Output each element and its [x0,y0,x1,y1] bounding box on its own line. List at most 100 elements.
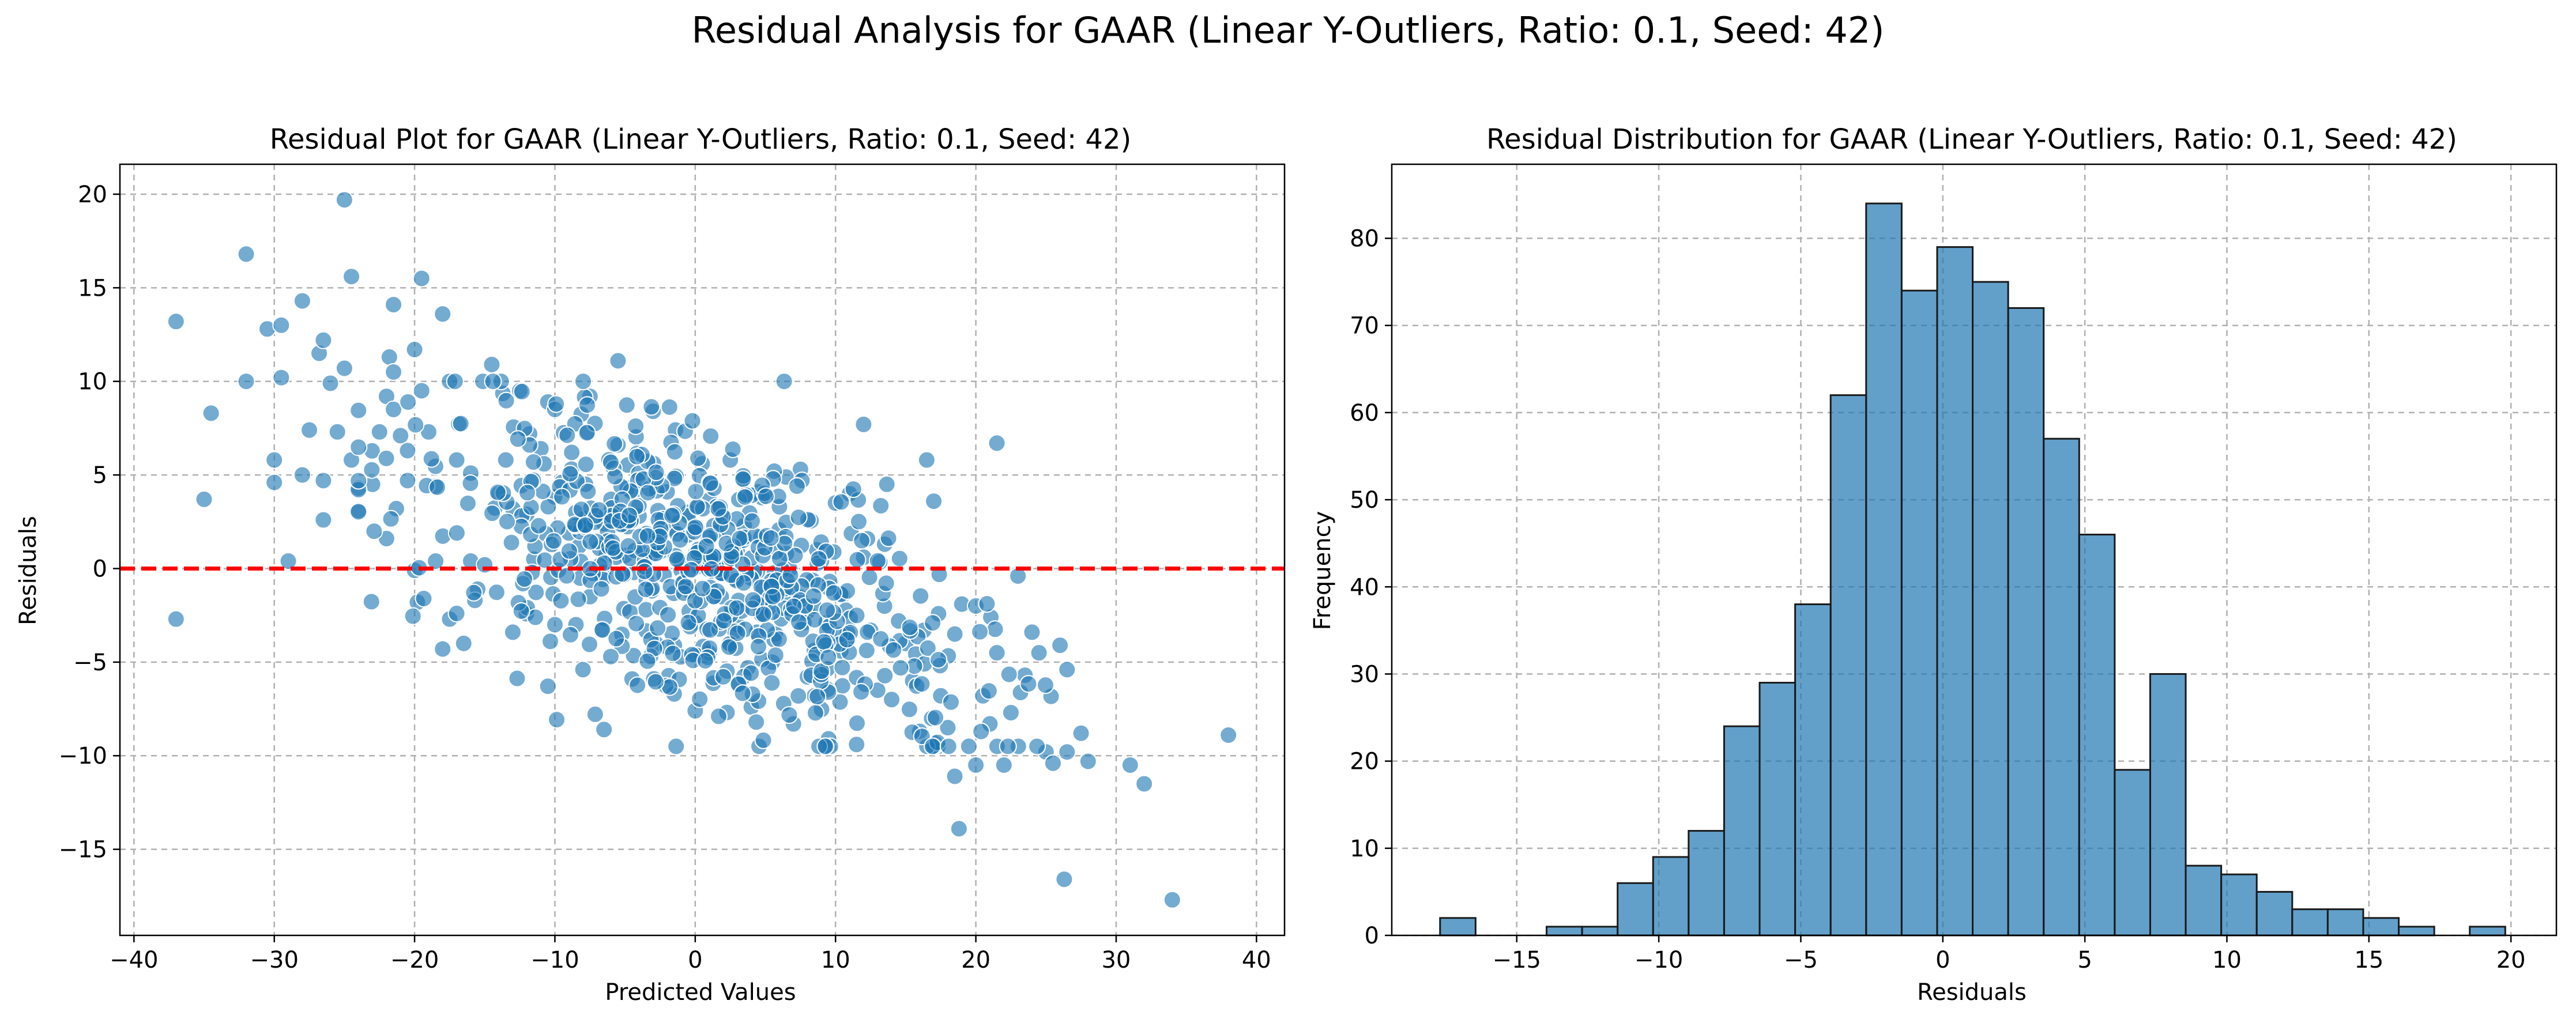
scatter-point [691,690,709,708]
scatter-point [1051,636,1069,655]
scatter-point [747,713,766,731]
y-tick-label: 30 [1350,661,1379,688]
scatter-point [483,504,502,523]
scatter-point [563,443,581,462]
scatter-point [513,382,531,401]
histogram-bar [2078,534,2116,937]
scatter-point [458,494,477,512]
scatter-point [1055,870,1074,889]
scatter-point [686,518,705,537]
scatter-point [385,400,403,418]
scatter-point [1135,775,1154,793]
x-tick-label: −10 [530,947,579,973]
scatter-point [553,488,571,506]
y-tick-label: 20 [78,182,107,208]
scatter-point [487,583,506,602]
scatter-point [912,587,930,605]
scatter-point [733,684,752,703]
scatter-point [730,529,749,548]
scatter-point [498,512,517,531]
scatter-point [815,633,833,651]
scatter-point [646,673,665,691]
scatter-point [715,611,733,630]
scatter-point [620,506,639,524]
scatter-point [1072,724,1090,742]
y-tick-label: 40 [1350,574,1379,601]
scatter-point [635,563,654,581]
scatter-point [335,359,353,378]
scatter-point [941,693,960,711]
scatter-point [404,607,422,625]
scatter-point [541,632,560,651]
scatter-point [415,589,433,607]
scatter-point [405,341,424,359]
scatter-point [265,451,284,469]
scatter-point [676,577,695,596]
scatter-point [663,507,681,525]
scatter-point [398,471,417,490]
scatter-point [809,550,828,568]
scatter-point [924,614,942,632]
scatter-point [756,487,775,505]
scatter-point [734,470,752,488]
scatter-point [454,634,473,652]
scatter-point [574,372,592,391]
histogram-bar [1652,856,1690,937]
scatter-point [595,720,613,739]
histogram-bar [1581,926,1619,937]
scatter-point [586,705,604,723]
histogram-bar [2255,890,2293,937]
scatter-point [687,482,705,501]
scatter-point [764,587,782,606]
scatter-point [750,637,768,656]
scatter-point [649,619,667,637]
scatter-point [385,296,403,314]
histogram-bar [1758,682,1797,937]
x-tick-label: 10 [2212,947,2242,973]
y-tick-label: 50 [1350,487,1379,514]
histogram-bar [2220,873,2258,937]
scatter-point [804,587,823,605]
scatter-point [349,471,368,490]
scatter-point [574,660,592,679]
y-tick-label: 10 [78,369,107,395]
scatter-point [901,618,919,636]
scatter-point [167,312,185,331]
scatter-point [972,722,991,741]
scatter-point [1121,756,1139,774]
scatter-point [816,737,835,756]
scatter-point [971,622,989,641]
scatter-point [849,512,868,531]
histogram-bars [1439,202,2506,937]
scatter-point [508,669,526,688]
scatter-point [576,516,594,534]
scatter-point [544,532,563,550]
scatter-title: Residual Plot for GAAR (Linear Y-Outlier… [270,123,1131,156]
scatter-point [428,478,447,496]
scatter-point [770,549,789,568]
scatter-point [946,625,964,643]
histogram-bar [2149,673,2187,937]
scatter-point [854,415,873,433]
histogram-bar [1439,917,1477,937]
figure-suptitle: Residual Analysis for GAAR (Linear Y-Out… [692,9,1885,51]
x-tick-label: 5 [2077,947,2092,973]
scatter-point [819,648,838,667]
scatter-point [664,644,682,663]
histogram-bar [1688,830,1725,937]
scatter-point [927,708,945,727]
scatter-point [728,624,747,643]
scatter-point [946,767,964,786]
scatter-point [877,574,895,592]
scatter-point [980,682,998,700]
scatter-point [593,621,612,639]
y-tick-label: 20 [1350,749,1379,775]
scatter-point [848,714,866,733]
scatter-point [831,693,849,711]
scatter-point [872,496,890,515]
scatter-point [833,658,852,677]
scatter-point [605,435,624,453]
scatter-point [728,599,746,617]
x-tick-label: 20 [2496,947,2526,973]
scatter-point [742,664,760,682]
